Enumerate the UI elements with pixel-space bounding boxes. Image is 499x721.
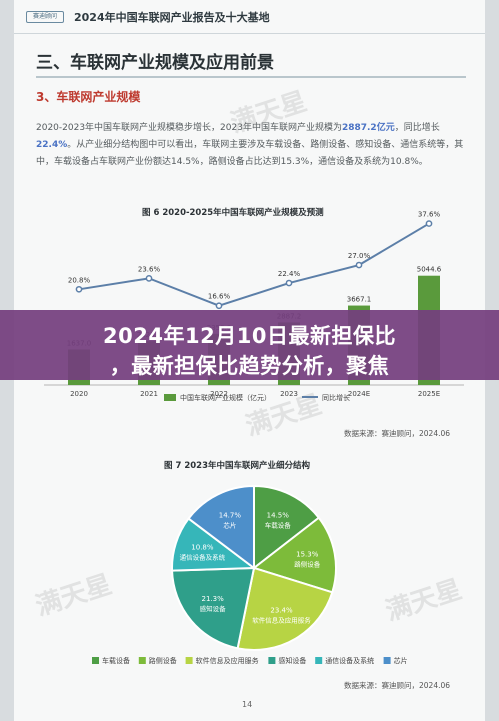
growth-point (425, 220, 433, 227)
pie-value-label: 14.7% (219, 512, 242, 520)
bar-data-label: 3667.1 (347, 296, 372, 304)
headline-banner: 2024年12月10日最新担保比 ，最新担保比趋势分析，聚焦 (0, 310, 499, 380)
pie-slice (171, 566, 256, 650)
pie-name-label: 通信设备及系统 (180, 553, 226, 562)
growth-data-label: 16.6% (208, 293, 231, 301)
growth-point (215, 302, 223, 310)
legend-label: 路侧设备 (149, 656, 177, 665)
figure7-source: 数据来源：赛迪顾问，2024.06 (344, 681, 451, 690)
growth-data-label: 27.0% (348, 252, 371, 260)
paragraph-text-1: 2020-2023年中国车联网产业规模稳步增长，2023年中国车联网产业规模为 (36, 123, 342, 133)
legend-swatch (185, 657, 193, 664)
legend-swatch (383, 657, 391, 664)
legend-swatch (92, 657, 99, 664)
section-title: 三、车联网产业规模及应用前景 (36, 53, 274, 73)
legend-swatch (138, 657, 146, 664)
x-tick-label: 2025E (418, 390, 440, 398)
x-tick-label: 2021 (140, 390, 158, 398)
legend-swatch (315, 657, 323, 664)
figure6-caption: 图 6 2020-2025年中国车联网产业规模及预测 (142, 208, 324, 218)
figure7-caption: 图 7 2023年中国车联网产业细分结构 (164, 461, 310, 471)
figure6-source: 数据来源：赛迪顾问，2024.06 (344, 429, 451, 438)
pie-name-label: 路侧设备 (294, 559, 321, 568)
publisher-logo: 赛迪顾问 (26, 11, 64, 23)
pie-slice (253, 484, 321, 571)
pie-chart: 14.5%车载设备15.3%路侧设备23.4%软件信息及应用服务21.3%感知设… (92, 484, 408, 665)
section-subtitle: 3、车联网产业规模 (36, 90, 141, 104)
x-tick-label: 2022 (210, 390, 228, 398)
x-tick-label: 2020 (70, 390, 88, 398)
pie-name-label: 车载设备 (265, 520, 292, 529)
pie-value-label: 14.5% (267, 511, 290, 519)
legend-label: 通信设备及系统 (325, 656, 374, 665)
growth-data-label: 22.4% (278, 270, 301, 278)
growth-data-label: 37.6% (418, 211, 441, 219)
pie-name-label: 芯片 (223, 521, 236, 530)
page-number: 14 (242, 700, 253, 709)
pie-value-label: 10.8% (191, 544, 214, 552)
legend-label: 车载设备 (102, 656, 130, 665)
legend-bar-swatch (164, 394, 176, 401)
growth-data-label: 23.6% (138, 265, 161, 273)
legend-swatch (268, 657, 276, 664)
highlight-growth-value: 22.4% (36, 140, 68, 150)
growth-point (145, 274, 153, 282)
x-tick-label: 2023 (280, 390, 298, 398)
pie-slice (187, 484, 255, 571)
pie-value-label: 15.3% (296, 550, 319, 558)
legend-label: 软件信息及应用服务 (196, 656, 259, 665)
legend-bar-label: 中国车联网产业规模（亿元） (180, 393, 271, 402)
pie-name-label: 感知设备 (200, 604, 227, 613)
paragraph-text-2: ，同比增长 (394, 123, 440, 133)
headline-line-1: 2024年12月10日最新担保比 (103, 324, 396, 348)
headline-line-2: ，最新担保比趋势分析，聚焦 (109, 354, 390, 378)
legend-label: 芯片 (394, 656, 408, 665)
pie-slice (236, 566, 334, 651)
highlight-scale-value: 2887.2亿元 (341, 123, 395, 133)
pie-value-label: 23.4% (270, 607, 293, 615)
section-divider (36, 76, 466, 78)
legend-label: 感知设备 (278, 656, 306, 665)
body-paragraph: 2020-2023年中国车联网产业规模稳步增长，2023年中国车联网产业规模为2… (36, 120, 468, 171)
growth-line (78, 222, 430, 307)
x-tick-label: 2024E (348, 390, 370, 398)
growth-point (285, 279, 293, 287)
pie-name-label: 软件信息及应用服务 (252, 616, 311, 625)
growth-point (355, 261, 363, 269)
growth-point (75, 285, 83, 293)
report-header: 赛迪顾问 2024年中国车联网产业报告及十大基地 (14, 0, 485, 34)
report-title: 2024年中国车联网产业报告及十大基地 (74, 11, 270, 24)
legend-line-label: 同比增长 (322, 393, 350, 402)
pie-value-label: 21.3% (202, 595, 225, 603)
growth-data-label: 20.8% (68, 276, 91, 284)
bar-data-label: 5044.6 (417, 266, 442, 274)
paragraph-text-3: 。从产业细分结构图中可以看出，车联网主要涉及车载设备、路侧设备、感知设备、通信系… (36, 140, 464, 167)
